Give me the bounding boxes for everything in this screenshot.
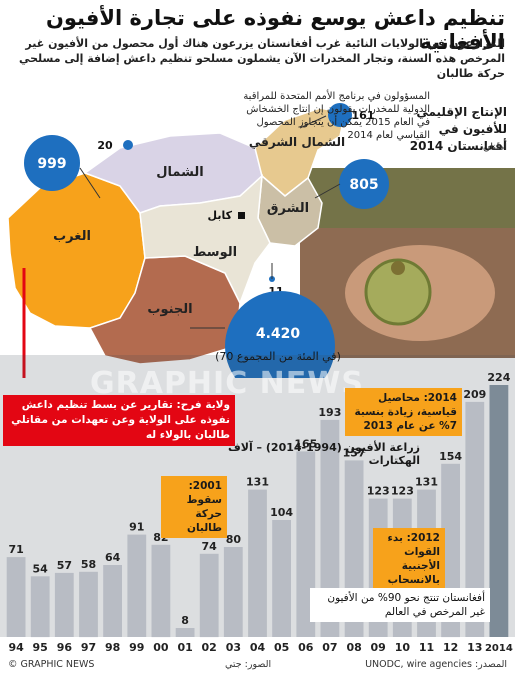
tick-label-95: 95 xyxy=(33,641,48,654)
bar-value-96: 57 xyxy=(57,559,72,572)
bar-value-2014: 224 xyxy=(487,371,510,384)
bubble-northeast xyxy=(328,103,352,127)
leader-northeast xyxy=(299,115,327,129)
tick-label-09: 09 xyxy=(371,641,386,654)
unodc-note: المسؤولون في برنامج الأمم المتحدة للمراق… xyxy=(243,91,430,141)
bar-value-12: 154 xyxy=(439,450,462,463)
bar-95 xyxy=(30,576,50,638)
tick-label-11: 11 xyxy=(419,641,434,654)
leader-east xyxy=(314,183,341,199)
tick-label-00: 00 xyxy=(153,641,169,654)
tick-label-94: 94 xyxy=(8,641,24,654)
bar-value-08: 157 xyxy=(343,446,366,459)
bar-07 xyxy=(320,419,340,637)
region-label-south: الجنوب xyxy=(147,302,192,317)
bar-value-13: 209 xyxy=(463,388,486,401)
region-label-north: الشمال xyxy=(156,165,203,180)
tick-label-10: 10 xyxy=(395,641,411,654)
poppy-crown xyxy=(391,261,405,275)
tick-label-05: 05 xyxy=(274,641,289,654)
region-label-west: الغرب xyxy=(53,229,91,244)
bubble-north xyxy=(123,140,133,150)
intro-text: المزارعون في الولايات النائية غرب أفغانس… xyxy=(18,37,505,80)
bar-value-97: 58 xyxy=(81,558,96,571)
callout-2014: 2014: محاصيل قياسية، زيادة بنسبة 7% عن ع… xyxy=(345,388,462,436)
bar-00 xyxy=(151,544,171,638)
bubble-share-south: (70 في المئة من المجموع) xyxy=(215,350,341,363)
bar-value-07: 193 xyxy=(318,406,341,419)
production-unit: أطنان xyxy=(482,142,507,153)
bar-98 xyxy=(103,565,122,637)
bar-value-10: 123 xyxy=(391,485,414,498)
tick-label-99: 99 xyxy=(129,641,144,654)
bar-02 xyxy=(199,553,219,638)
bar-value-06: 165 xyxy=(294,437,317,450)
tick-label-2014: 2014 xyxy=(485,643,513,654)
region-central[interactable] xyxy=(139,174,271,305)
leader-west xyxy=(79,167,101,199)
bar-94 xyxy=(6,557,26,637)
bubble-value-south: 4.420 xyxy=(256,326,301,342)
footer-photo-credit: الصور: جتي xyxy=(225,659,272,670)
bar-value-05: 104 xyxy=(270,506,293,519)
footer-source: المصدر: UNODC, wire agencies xyxy=(365,659,507,670)
bar-value-94: 71 xyxy=(8,543,23,556)
tick-label-06: 06 xyxy=(298,641,314,654)
bar-value-09: 123 xyxy=(367,485,390,498)
bar-05 xyxy=(272,520,291,637)
farah-callout: ولاية فرح: تقارير عن بسط تنظيم داعش نفوذ… xyxy=(3,395,235,446)
bar-value-03: 80 xyxy=(226,533,242,546)
bar-value-04: 131 xyxy=(246,476,269,489)
tick-label-08: 08 xyxy=(346,641,361,654)
bar-01 xyxy=(175,628,195,637)
bubble-south xyxy=(225,291,335,378)
bar-13 xyxy=(465,401,485,637)
bar-04 xyxy=(248,489,267,637)
callout-2012: 2012: بدء القوات الأجنبية بالانسحاب xyxy=(373,528,445,590)
region-west[interactable] xyxy=(7,172,146,329)
bar-value-11: 131 xyxy=(415,476,438,489)
bar-03 xyxy=(223,547,243,637)
tick-label-12: 12 xyxy=(443,641,458,654)
tick-label-96: 96 xyxy=(57,641,73,654)
chart-title: زراعة الأفيون (1994-2014) – آلاف الهكتار… xyxy=(227,441,420,467)
region-label-northeast: الشمال الشرقي xyxy=(249,135,345,149)
region-label-east: الشرق xyxy=(267,201,309,216)
tick-label-98: 98 xyxy=(105,641,120,654)
bar-value-99: 91 xyxy=(129,521,144,534)
production-title: الإنتاج الإقليمي للأفيون في أفغانستان 20… xyxy=(409,105,507,153)
bubble-east xyxy=(339,159,389,209)
bar-value-95: 54 xyxy=(33,562,49,575)
afghanistan-map: الشمال الشمال الشرقي الغرب الشرق الوسط ا… xyxy=(7,103,515,378)
tick-label-97: 97 xyxy=(81,641,96,654)
kabul-marker xyxy=(238,212,245,219)
bubble-west xyxy=(24,135,80,191)
bar-value-02: 74 xyxy=(202,540,218,553)
callout-2001: 2001: سقوط حركة طالبان xyxy=(161,476,227,538)
bar-97 xyxy=(79,571,98,638)
region-label-central: الوسط xyxy=(193,245,237,260)
city-label-kabul: كابل xyxy=(208,209,233,222)
bubble-value-east: 805 xyxy=(349,177,378,193)
bubble-value-west: 999 xyxy=(37,156,66,172)
footer-credit: © GRAPHIC NEWS xyxy=(8,659,95,670)
tick-label-07: 07 xyxy=(322,641,337,654)
bar-value-01: 8 xyxy=(181,614,189,627)
page-title: تنظيم داعش يوسع نفوذه على تجارة الأفيون … xyxy=(45,6,505,54)
tick-label-01: 01 xyxy=(177,641,192,654)
photo-field xyxy=(300,168,515,228)
tick-label-13: 13 xyxy=(467,641,482,654)
bar-96 xyxy=(54,572,74,637)
world-share-note: أفغانستان تنتج نحو 90% من الأفيون غير ال… xyxy=(310,588,490,622)
bubble-value-northeast: 161 xyxy=(352,109,375,122)
bar-2014 xyxy=(489,385,509,637)
poppy-capsule xyxy=(364,258,432,326)
bar-99 xyxy=(127,534,147,637)
tick-label-04: 04 xyxy=(250,641,266,654)
tick-label-03: 03 xyxy=(226,641,241,654)
bar-value-98: 64 xyxy=(105,551,121,564)
tick-label-02: 02 xyxy=(202,641,217,654)
bubble-value-north: 20 xyxy=(97,139,113,152)
